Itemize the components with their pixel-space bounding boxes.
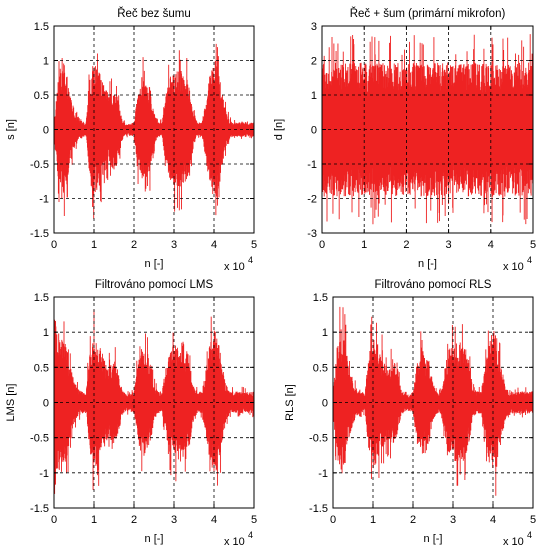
x-tick-label: 5	[530, 514, 536, 526]
x-tick-label: 4	[488, 239, 494, 251]
x-tick-label: 3	[171, 239, 177, 251]
x-axis-label: n [-]	[418, 258, 437, 270]
y-axis-label: LMS [n]	[5, 384, 17, 422]
y-tick-label: 0.5	[34, 362, 49, 374]
y-tick-label: -3	[307, 228, 317, 240]
y-tick-label: -0.5	[309, 433, 328, 445]
x-tick-label: 2	[131, 239, 137, 251]
y-tick-label: 1	[43, 327, 49, 339]
signal-line	[54, 43, 254, 219]
y-tick-label: 0	[322, 398, 328, 410]
x-tick-label: 1	[370, 514, 376, 526]
x-tick-label: 0	[330, 514, 336, 526]
x-exponent-power: 4	[248, 530, 253, 540]
y-tick-label: -1.5	[309, 503, 328, 515]
x-exponent-label: x 10	[503, 261, 524, 273]
y-tick-label: -2	[307, 194, 317, 206]
y-tick-label: -0.5	[30, 159, 49, 171]
y-tick-label: -1.5	[30, 503, 49, 515]
y-axis-label: RLS [n]	[284, 384, 296, 421]
x-tick-label: 2	[410, 514, 416, 526]
x-tick-label: 3	[446, 239, 452, 251]
x-tick-label: 1	[361, 239, 367, 251]
y-tick-label: 1.5	[313, 292, 328, 304]
y-tick-label: 0	[43, 398, 49, 410]
y-tick-label: 1	[322, 327, 328, 339]
y-tick-label: 1.5	[34, 292, 49, 304]
x-tick-label: 1	[91, 514, 97, 526]
x-exponent-power: 4	[527, 530, 532, 540]
x-axis-label: n [-]	[145, 258, 164, 270]
x-exponent-power: 4	[248, 255, 253, 265]
subplot-3: 0 1 2 3 4 5 -1.5 -1 -0.5 0 0.5 1 1.5 Filtrováno pomoc…	[5, 279, 257, 548]
signal-line	[333, 306, 533, 496]
x-tick-label: 3	[171, 514, 177, 526]
y-tick-label: 1	[311, 90, 317, 102]
x-tick-label: 3	[450, 514, 456, 526]
x-exponent-label: x 10	[224, 261, 245, 273]
x-tick-label: 2	[131, 514, 137, 526]
y-tick-label: -1.5	[30, 228, 49, 240]
chart-title: Filtrováno pomocí RLS	[375, 279, 492, 291]
y-axis-label: d [n]	[273, 119, 285, 140]
x-tick-label: 1	[91, 239, 97, 251]
x-axis-label: n [-]	[145, 533, 164, 545]
x-tick-label: 2	[403, 239, 409, 251]
y-tick-label: -0.5	[30, 433, 49, 445]
x-tick-label: 0	[51, 239, 57, 251]
x-axis-label: n [-]	[424, 533, 443, 545]
y-tick-label: 3	[311, 21, 317, 33]
subplot-2: 0 1 2 3 4 5 -3 -2 -1 0 1 2 3 Řeč + šum (primární mikr…	[273, 7, 536, 273]
x-tick-label: 4	[490, 514, 496, 526]
y-tick-label: 0	[43, 125, 49, 137]
y-tick-label: 0.5	[34, 90, 49, 102]
subplot-1: 0 1 2 3 4 5 -1.5 -1 -0.5 0 0.5 1 1.5 Řeč bez šumu n [-…	[5, 7, 257, 273]
x-tick-label: 4	[211, 239, 217, 251]
x-tick-label: 4	[211, 514, 217, 526]
y-tick-label: -1	[39, 468, 49, 480]
x-tick-label: 5	[251, 239, 257, 251]
x-exponent-power: 4	[527, 255, 532, 265]
y-tick-label: 1.5	[34, 21, 49, 33]
x-exponent-label: x 10	[224, 536, 245, 548]
signal-line	[322, 34, 533, 225]
y-tick-label: 2	[311, 56, 317, 68]
y-tick-label: -1	[318, 468, 328, 480]
x-tick-label: 5	[530, 239, 536, 251]
subplot-4: 0 1 2 3 4 5 -1.5 -1 -0.5 0 0.5 1 1.5 Filtrováno pomoc…	[284, 279, 536, 548]
x-exponent-label: x 10	[503, 536, 524, 548]
y-tick-label: -1	[39, 194, 49, 206]
chart-title: Filtrováno pomocí LMS	[95, 279, 214, 291]
x-tick-label: 0	[51, 514, 57, 526]
signal-line	[54, 309, 254, 494]
x-tick-label: 0	[319, 239, 325, 251]
y-tick-label: 0.5	[313, 362, 328, 374]
y-tick-label: 1	[43, 56, 49, 68]
y-axis-label: s [n]	[5, 119, 17, 140]
y-tick-label: 0	[311, 125, 317, 137]
chart-title: Řeč bez šumu	[117, 7, 191, 20]
y-tick-label: -1	[307, 159, 317, 171]
chart-title: Řeč + šum (primární mikrofon)	[350, 7, 506, 20]
x-tick-label: 5	[251, 514, 257, 526]
